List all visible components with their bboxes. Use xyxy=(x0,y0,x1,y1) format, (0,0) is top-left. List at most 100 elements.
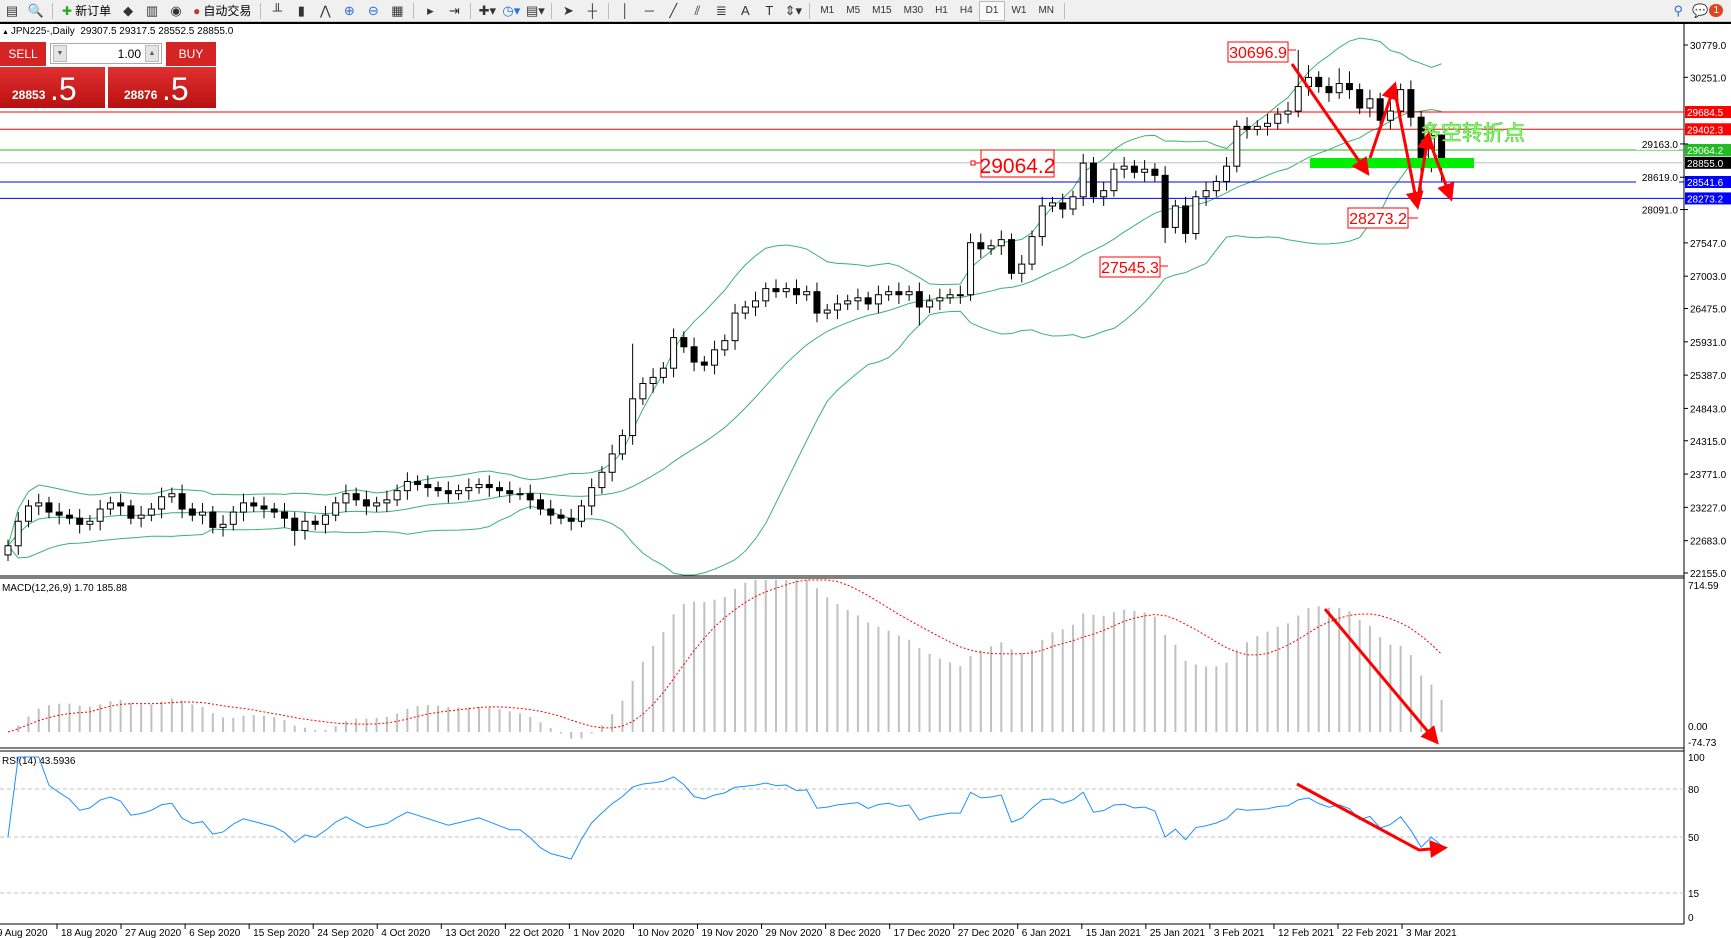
candle xyxy=(905,285,913,301)
search-button[interactable]: ⚲ xyxy=(1668,2,1688,20)
candle xyxy=(659,362,667,384)
candle-body xyxy=(1366,98,1374,109)
crosshair-button[interactable]: ┼ xyxy=(582,2,602,20)
candle xyxy=(1192,190,1200,240)
chart-button[interactable]: ▤ xyxy=(2,2,22,20)
cursor-button[interactable]: ➤ xyxy=(558,2,578,20)
candle xyxy=(1335,68,1343,99)
auto-scroll-button[interactable]: ▸ xyxy=(420,2,440,20)
candle xyxy=(424,475,432,497)
symbol-icon: ▲ xyxy=(2,29,11,36)
date-axis-label: 13 Oct 2020 xyxy=(445,928,500,938)
candle-body xyxy=(444,490,452,495)
candle xyxy=(342,484,350,513)
toolbar-separator xyxy=(52,2,53,19)
bar-chart-icon: ╨ xyxy=(272,3,282,18)
timeframe-m1[interactable]: M1 xyxy=(820,5,835,16)
chart-symbol: JPN225-,Daily xyxy=(10,26,75,37)
candle xyxy=(1345,71,1353,99)
candle xyxy=(270,502,278,519)
timeframe-h1[interactable]: H1 xyxy=(935,5,948,16)
candle xyxy=(301,512,309,540)
templates-button[interactable]: ▤▾ xyxy=(525,2,545,20)
candlestick-button[interactable]: ▮ xyxy=(291,2,311,20)
sell-price-button[interactable]: 28853 .5 xyxy=(0,67,105,108)
expert-button[interactable]: ◆ xyxy=(118,2,138,20)
candle xyxy=(1294,50,1302,118)
new-order-label: 新订单 xyxy=(75,4,112,18)
candle xyxy=(1315,71,1323,93)
price-axis-label: 22683.0 xyxy=(1690,537,1727,548)
chat-bubble-icon: 💬 xyxy=(1692,2,1709,18)
rsi-axis-label: 0 xyxy=(1688,913,1694,924)
chart-shift-button[interactable]: ⇥ xyxy=(444,2,464,20)
candle xyxy=(1151,163,1159,182)
candle-body xyxy=(977,242,985,250)
history-button[interactable]: ▥ xyxy=(142,2,162,20)
equidistant-channel-button[interactable]: ⫽ xyxy=(687,2,707,20)
candle-body xyxy=(1048,202,1056,207)
bar-chart-button[interactable]: ╨ xyxy=(267,2,287,20)
date-axis-label: 25 Jan 2021 xyxy=(1150,928,1205,938)
timeframe-w1[interactable]: W1 xyxy=(1011,5,1027,16)
price-axis-label: 26475.0 xyxy=(1690,305,1727,316)
timeframe-m15[interactable]: M15 xyxy=(872,5,892,16)
signal-button[interactable]: ◉ xyxy=(166,2,186,20)
candle xyxy=(997,230,1005,255)
timeframe-d1[interactable]: D1 xyxy=(978,0,1006,21)
zoom-out-button[interactable]: ⊖ xyxy=(363,2,383,20)
candle-body xyxy=(516,493,524,496)
candle xyxy=(1243,117,1251,139)
text-button[interactable]: A xyxy=(735,2,755,20)
line-chart-button[interactable]: ⋀ xyxy=(315,2,335,20)
candle xyxy=(1130,160,1138,179)
periods-button[interactable]: ◷▾ xyxy=(501,2,521,20)
vertical-line-button[interactable]: │ xyxy=(615,2,635,20)
support-price-label: 28273.2 xyxy=(1349,211,1407,228)
candle-body xyxy=(403,480,411,492)
tile-windows-button[interactable]: ▦ xyxy=(387,2,407,20)
timeframe-mn[interactable]: MN xyxy=(1038,5,1055,16)
candle-body xyxy=(1264,122,1272,127)
timeframe-m5[interactable]: M5 xyxy=(846,5,861,16)
auto-trading-button[interactable]: ● 自动交易 xyxy=(190,2,254,20)
candle xyxy=(874,285,882,314)
bollinger-lower-band xyxy=(7,151,1442,576)
candle xyxy=(403,472,411,500)
candle-body xyxy=(24,505,32,522)
timeframe-m30[interactable]: M30 xyxy=(903,5,924,16)
new-order-button[interactable]: ✚ 新订单 xyxy=(59,2,114,20)
candle xyxy=(280,502,288,528)
macd-down-arrow-icon xyxy=(1323,608,1439,745)
buy-price-button[interactable]: 28876 .5 xyxy=(108,67,216,108)
indicators-button[interactable]: ✚▾ xyxy=(477,2,497,20)
macd-axis-label: -74.73 xyxy=(1688,738,1717,749)
text-label-button[interactable]: T xyxy=(759,2,779,20)
lot-decrease-button[interactable]: ▼ xyxy=(53,45,67,62)
price-axis-label: 24843.0 xyxy=(1690,404,1727,415)
zoom-view-button[interactable]: 🔍 xyxy=(26,2,46,20)
candle xyxy=(1038,196,1046,246)
notifications-button[interactable]: 💬 1 xyxy=(1692,2,1723,20)
sell-button[interactable]: SELL xyxy=(0,42,46,66)
trendline-button[interactable]: ╱ xyxy=(663,2,683,20)
buy-button[interactable]: BUY xyxy=(166,42,216,66)
candle xyxy=(485,475,493,497)
lot-increase-button[interactable]: ▲ xyxy=(145,45,159,62)
new-order-icon: ✚ xyxy=(62,3,73,18)
candle xyxy=(885,285,893,301)
fibonacci-button[interactable]: ≣ xyxy=(711,2,731,20)
candle-body xyxy=(475,484,483,489)
down-arrow-icon xyxy=(1392,86,1424,210)
candle-body xyxy=(1130,165,1138,173)
candle-body xyxy=(659,367,667,378)
arrows-button[interactable]: ⇕▾ xyxy=(783,2,803,20)
horizontal-line-button[interactable]: ─ xyxy=(639,2,659,20)
lot-size-input[interactable]: ▼ 1.00 ▲ xyxy=(50,43,162,64)
candle xyxy=(1089,156,1097,203)
candle xyxy=(598,466,606,494)
zoom-in-button[interactable]: ⊕ xyxy=(339,2,359,20)
timeframe-h4[interactable]: H4 xyxy=(959,5,973,16)
price-level-tag-label: 28541.6 xyxy=(1687,178,1724,189)
